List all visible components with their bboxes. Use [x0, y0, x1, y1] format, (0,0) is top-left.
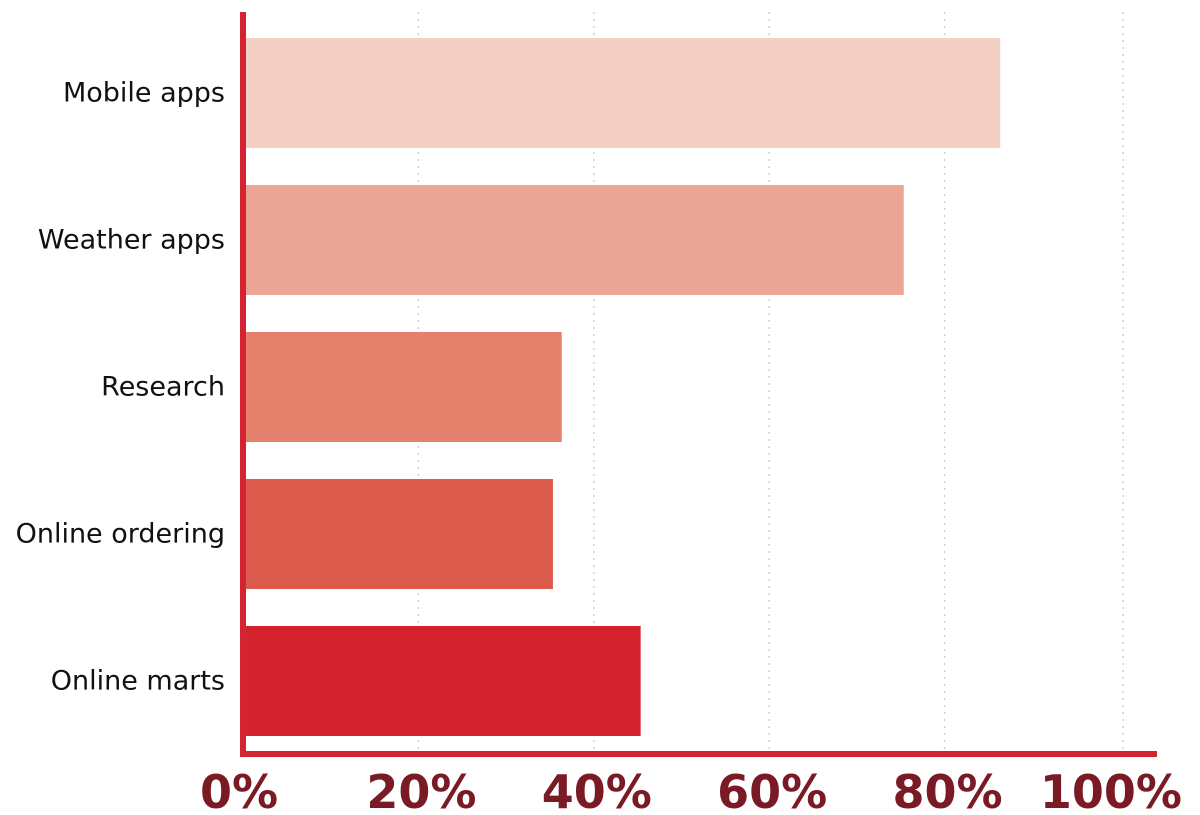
- axes: [240, 12, 1157, 757]
- category-label: Research: [101, 372, 225, 403]
- x-tick-label: 20%: [366, 765, 476, 815]
- bars: [246, 38, 1001, 736]
- category-label: Online marts: [51, 666, 225, 697]
- category-label: Online ordering: [16, 519, 225, 550]
- x-tick-label: 0%: [200, 765, 278, 815]
- x-tick-label: 40%: [542, 765, 652, 815]
- x-tick-labels: 0% 20% 40% 60% 80% 100%: [200, 765, 1182, 815]
- bar-weather-apps: [246, 185, 904, 295]
- category-label: Weather apps: [38, 225, 225, 256]
- bar-research: [246, 332, 562, 442]
- x-tick-label: 100%: [1040, 765, 1182, 815]
- x-tick-label: 60%: [717, 765, 827, 815]
- bar-mobile-apps: [246, 38, 1001, 148]
- category-label: Mobile apps: [63, 78, 225, 109]
- category-labels: Mobile apps Weather apps Research Online or…: [16, 78, 225, 697]
- x-tick-label: 80%: [893, 765, 1003, 815]
- bar-online-marts: [246, 626, 641, 736]
- bar-online-ordering: [246, 479, 553, 589]
